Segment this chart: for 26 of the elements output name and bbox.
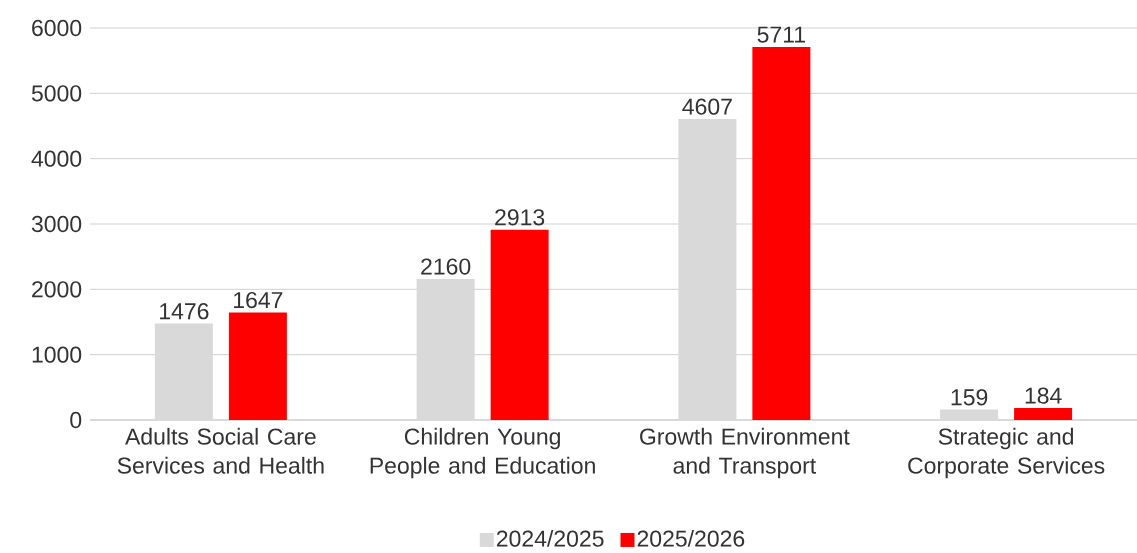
x-tick-label: Children Young People and Education xyxy=(370,427,595,479)
data-label: 5711 xyxy=(757,26,805,43)
x-tick-label: Growth Environment and Transport xyxy=(640,427,850,479)
data-label: 4607 xyxy=(682,98,732,115)
data-label: 184 xyxy=(1025,387,1062,404)
bar xyxy=(1014,407,1073,420)
y-tick-label: 0 xyxy=(70,411,82,429)
y-tick-label: 6000 xyxy=(32,19,82,37)
data-label: 1647 xyxy=(234,291,283,309)
bar xyxy=(228,312,287,420)
y-tick-label: 1000 xyxy=(32,346,82,363)
x-tick-label: Strategic and Corporate Services xyxy=(908,427,1105,479)
bar xyxy=(940,409,999,420)
legend-label: 2025/2026 xyxy=(637,529,745,547)
bar xyxy=(752,46,811,420)
x-tick-label: Adults Social Care Services and Health xyxy=(117,427,324,474)
y-tick-label: 3000 xyxy=(31,215,82,233)
data-label: 159 xyxy=(951,389,988,406)
y-tick-label: 4000 xyxy=(31,150,82,167)
data-label: 1476 xyxy=(160,303,209,320)
y-tick-label: 2000 xyxy=(32,281,82,298)
y-tick-label: 5000 xyxy=(31,85,82,102)
data-label: 2160 xyxy=(421,258,471,275)
bar xyxy=(490,229,549,420)
legend-label: 2024/2025 xyxy=(496,529,604,547)
data-label: 2913 xyxy=(495,209,545,226)
